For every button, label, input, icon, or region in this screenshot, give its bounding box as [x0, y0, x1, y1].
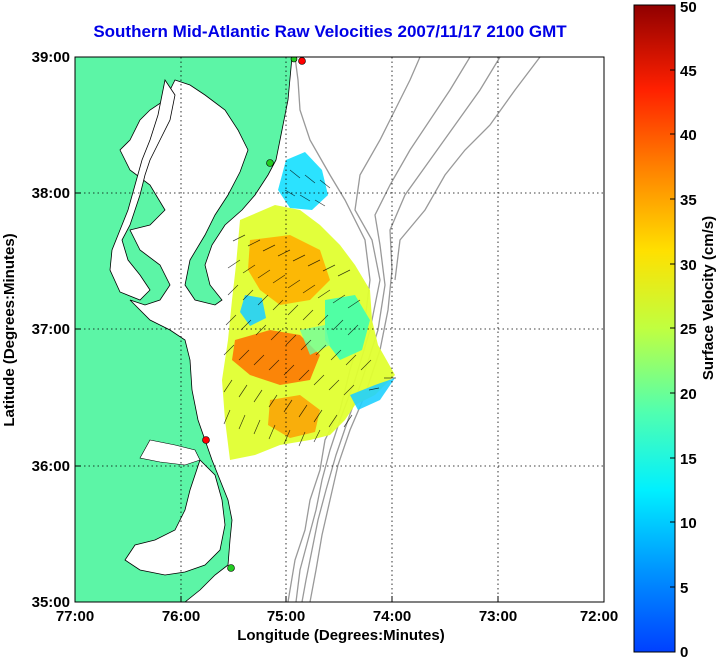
grid-lines — [75, 57, 604, 602]
map-title: Southern Mid-Atlantic Raw Velocities 200… — [93, 22, 567, 41]
station-marker-red — [298, 57, 306, 65]
y-tick-label: 37:00 — [32, 321, 70, 338]
x-tick-label: 77:00 — [56, 608, 94, 625]
colorbar-tick-label: 50 — [680, 0, 697, 16]
colorbar-tick-label: 0 — [680, 644, 688, 659]
x-axis-label: Longitude (Degrees:Minutes) — [237, 627, 445, 644]
colorbar-label: Surface Velocity (cm/s) — [700, 216, 717, 380]
colorbar-ticks — [670, 4, 675, 653]
tick-marks — [74, 56, 605, 603]
pamlico-sound — [124, 459, 226, 576]
station-marker-green — [266, 159, 274, 167]
station-marker-green — [290, 57, 298, 63]
colorbar-tick-label: 25 — [680, 321, 697, 338]
velocity-field — [222, 152, 396, 460]
colorbar-tick-label: 30 — [680, 257, 697, 274]
y-tick-label: 36:00 — [32, 458, 70, 475]
x-tick-label: 73:00 — [479, 608, 517, 625]
y-axis-label: Latitude (Degrees:Minutes) — [1, 233, 18, 426]
x-tick-label: 72:00 — [580, 608, 618, 625]
colorbar — [633, 4, 676, 653]
y-tick-label: 39:00 — [32, 49, 70, 66]
colorbar-tick-label: 15 — [680, 451, 697, 468]
x-tick-label: 76:00 — [162, 608, 200, 625]
x-tick-label: 74:00 — [373, 608, 411, 625]
chesapeake-bay — [109, 78, 176, 301]
colorbar-tick-label: 45 — [680, 63, 697, 80]
colorbar-tick-label: 20 — [680, 386, 697, 403]
colorbar-tick-label: 5 — [680, 580, 688, 597]
station-marker-red — [202, 436, 210, 444]
y-tick-label: 38:00 — [32, 185, 70, 202]
x-tick-label: 75:00 — [267, 608, 305, 625]
colorbar-tick-label: 10 — [680, 515, 697, 532]
y-tick-label: 35:00 — [32, 594, 70, 611]
colorbar-tick-label: 35 — [680, 192, 697, 209]
station-marker-green — [227, 564, 235, 572]
colorbar-tick-label: 40 — [680, 127, 697, 144]
albemarle-sound — [139, 439, 201, 466]
